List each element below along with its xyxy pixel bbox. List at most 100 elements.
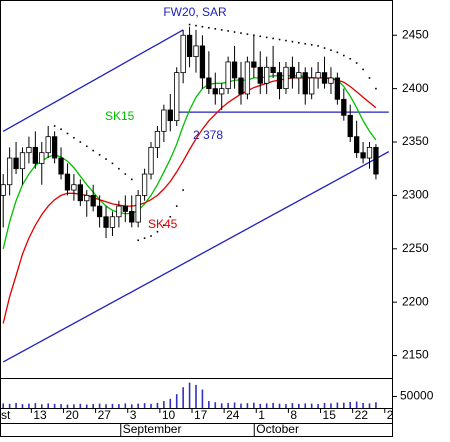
candle-body [103, 216, 109, 228]
x-tick-label: 1 [258, 408, 265, 422]
sar-dot [130, 178, 133, 181]
sar-dot [137, 239, 139, 242]
volume-bar [66, 404, 69, 408]
volume-bar [163, 401, 165, 408]
sar-dot [310, 44, 313, 46]
candle-body [148, 146, 154, 175]
sar-dot [265, 36, 268, 39]
volume-bar [195, 384, 197, 408]
sar-dot [343, 54, 345, 57]
sar-dot [124, 173, 127, 175]
volume-bar [201, 389, 204, 408]
volume-bar [214, 402, 217, 408]
y-tick-label: 2400 [402, 81, 429, 95]
volume-bar [304, 403, 307, 408]
volume-tick-label: 50000 [400, 389, 434, 403]
y-tick-label: 2250 [402, 241, 429, 255]
sar-dot [143, 237, 146, 239]
volume-bar [143, 403, 146, 408]
candle-body [45, 136, 51, 154]
x-tick-label: 15 [323, 408, 337, 422]
candle-body [6, 157, 13, 186]
volume-bar [323, 402, 326, 408]
volume-bar [79, 403, 82, 408]
candle-body [64, 173, 71, 191]
candle-body [13, 157, 19, 170]
volume-bar [355, 401, 358, 408]
x-tick-label: 22 [355, 408, 369, 422]
volume-bar [98, 403, 101, 408]
sar-dot [92, 149, 94, 152]
candle-body [366, 146, 373, 159]
candle-body [129, 211, 135, 223]
sar-dot [98, 154, 101, 156]
sar-dot [111, 162, 114, 165]
candle-body [302, 72, 308, 95]
candle-body [373, 146, 379, 175]
month-label: September [123, 422, 182, 436]
volume-bar [298, 403, 300, 408]
volume-bar [291, 403, 294, 408]
volume-bar [53, 403, 56, 408]
volume-bar [310, 403, 313, 408]
candle-body [347, 114, 353, 138]
candle-body [180, 34, 186, 74]
x-tick-label: 20 [65, 408, 79, 422]
volume-bar [2, 403, 5, 408]
candle-body [225, 61, 231, 90]
volume-bar [60, 404, 62, 408]
sar-dot [368, 77, 371, 79]
sar-dot [175, 205, 178, 207]
candle-body [219, 88, 225, 95]
candle-body [206, 77, 212, 90]
x-tick-label: 13 [33, 408, 47, 422]
x-tick-label: 2 [387, 408, 394, 422]
sar-dot [330, 49, 332, 51]
volume-bar [182, 387, 184, 408]
candle-body [32, 146, 38, 164]
y-tick-label: 2150 [402, 348, 429, 362]
candle-body [19, 152, 26, 170]
volume-bar [253, 402, 255, 408]
volume-bar [343, 402, 345, 408]
sar-dot [233, 31, 236, 33]
candle-body [161, 109, 167, 132]
x-tick-label: 17 [194, 408, 208, 422]
sar-dot [336, 51, 339, 54]
candle-body [71, 184, 77, 191]
x-tick-label: 8 [290, 408, 297, 422]
volume-bar [278, 403, 281, 408]
sar-dot [163, 224, 165, 227]
volume-bar [220, 403, 223, 408]
candle-body [193, 45, 199, 57]
x-tick-label: 27 [98, 408, 112, 422]
volume-bar [73, 404, 75, 408]
candle-body [51, 136, 58, 159]
candle-body [276, 72, 283, 90]
sar-dot [208, 26, 210, 29]
volume-bar [111, 403, 114, 408]
candle-body [238, 77, 244, 95]
sar-dot [220, 29, 223, 31]
candle-body [39, 152, 45, 164]
x-tick-label: 24 [226, 408, 240, 422]
candle-body [109, 216, 116, 228]
month-label: October [256, 422, 299, 436]
sar-dot [278, 38, 281, 41]
volume-bar [336, 402, 339, 408]
sar-dot [156, 230, 159, 233]
sar-dot [227, 30, 229, 32]
volume-bar [317, 404, 319, 408]
indicator-label: SK45 [148, 217, 178, 231]
volume-bar [208, 401, 210, 408]
sar-dot [259, 35, 262, 38]
volume-bar [362, 402, 364, 408]
candle-body [77, 184, 83, 202]
sar-dot [79, 141, 82, 143]
y-tick-label: 2350 [402, 134, 429, 148]
volume-bar [375, 402, 377, 408]
sar-dot [150, 235, 152, 237]
sar-dot [105, 158, 107, 160]
